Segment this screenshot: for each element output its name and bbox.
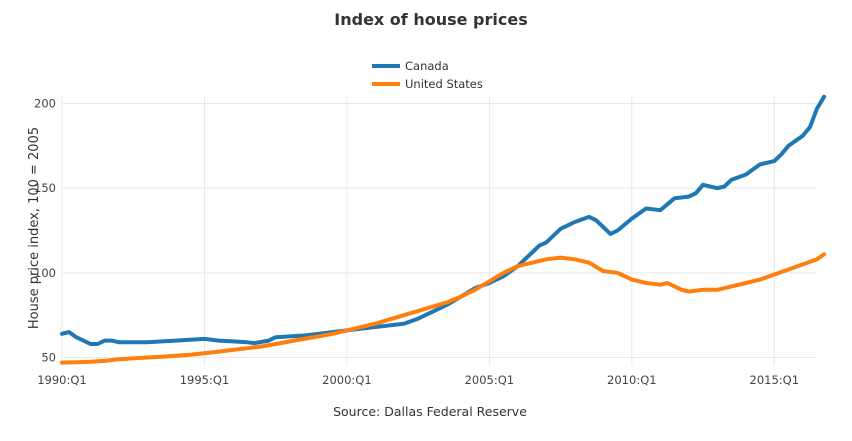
legend: Canada United States (372, 59, 483, 91)
series-line-canada (60, 94, 827, 346)
x-tick-label-2015: 2015:Q1 (750, 373, 800, 387)
y-axis-title: House price index, 100 = 2005 (27, 127, 42, 329)
legend-label-canada: Canada (405, 59, 449, 73)
y-tick-label-100: 100 (34, 266, 56, 280)
x-tick-label-1995: 1995:Q1 (180, 373, 230, 387)
legend-label-united-states: United States (405, 77, 483, 91)
chart-title: Index of house prices (334, 10, 527, 29)
x-tick-label-1990: 1990:Q1 (37, 373, 87, 387)
x-tick-label-2010: 2010:Q1 (607, 373, 657, 387)
plot-area (60, 94, 827, 365)
y-tick-label-50: 50 (41, 351, 56, 365)
x-tick-label-2005: 2005:Q1 (465, 373, 515, 387)
y-tick-label-150: 150 (34, 181, 56, 195)
series-line-united-states (60, 252, 827, 365)
x-axis-title-source: Source: Dallas Federal Reserve (333, 404, 527, 419)
x-tick-label-2000: 2000:Q1 (322, 373, 372, 387)
grid (61, 95, 817, 366)
y-tick-label-200: 200 (34, 96, 56, 110)
axis-ticks: 50 100 150 200 1990:Q1 1995:Q1 2000:Q1 2005:Q1 2… (34, 96, 799, 387)
